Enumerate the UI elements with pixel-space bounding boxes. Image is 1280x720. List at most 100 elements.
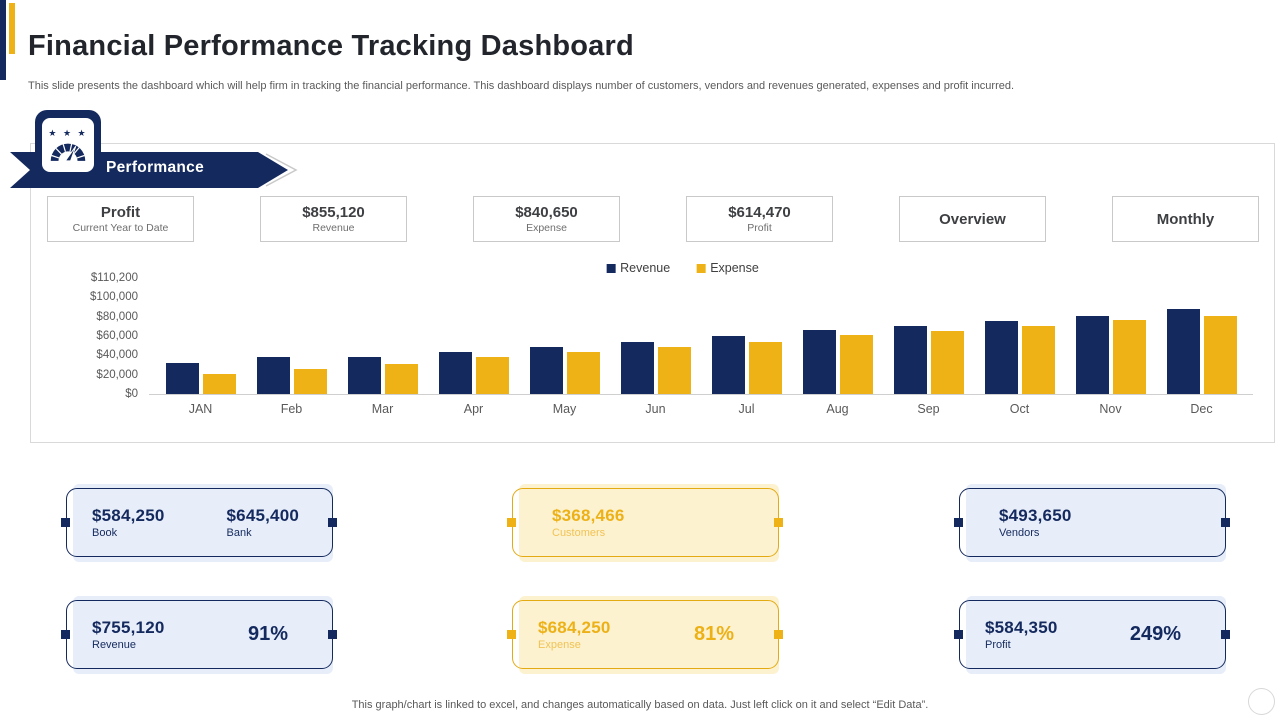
connector-handle-right (328, 518, 337, 527)
card-label: Book (92, 527, 118, 539)
card-percent: 81% (693, 623, 734, 645)
expense-bar-mar (384, 364, 418, 394)
y-tick-label: $0 (125, 388, 138, 401)
card-vendors: $493,650 Vendors (954, 484, 1230, 562)
footer-note: This graph/chart is linked to excel, and… (351, 699, 929, 711)
kpi-value: Overview (939, 210, 1006, 228)
connector-handle-left (507, 518, 516, 527)
card-content: $755,120 Revenue 91% (66, 600, 333, 669)
card-customers: $368,466 Customers (507, 484, 783, 562)
connector-handle-right (1221, 518, 1230, 527)
bar-chart-plot (149, 275, 1253, 395)
x-tick-label-nov: Nov (1099, 402, 1122, 416)
card-fill (519, 596, 779, 674)
expense-bar-feb (293, 368, 327, 394)
left-accent-bar-gold (9, 3, 15, 54)
kpi-row: Profit Current Year to Date $855,120 Revenu… (47, 196, 1260, 242)
kpi-label: Revenue (312, 222, 355, 234)
card-content: $493,650 Vendors (959, 488, 1226, 557)
bar-group-aug (792, 275, 883, 394)
card-item: $493,650 Vendors (999, 506, 1072, 539)
banner-label: Performance (105, 159, 205, 176)
legend-label: Expense (710, 261, 759, 275)
card-label: Expense (538, 639, 581, 651)
y-tick-label: $100,000 (90, 291, 138, 304)
bar-group-jul (701, 275, 792, 394)
kpi-label: Expense (526, 222, 567, 234)
x-axis-labels: JAN Feb Mar Apr May Jun Jul Aug Sep Oct Nov Dec (149, 402, 1253, 416)
expense-bar-aug (839, 335, 873, 394)
revenue-bar-aug (802, 330, 836, 394)
card-item: $584,350 Profit (985, 618, 1058, 651)
revenue-bar-apr (438, 352, 472, 394)
card-percent: 91% (247, 623, 288, 645)
bar-group-apr (428, 275, 519, 394)
card-revenue-percent: $755,120 Revenue 91% (61, 596, 337, 674)
kpi-label: Profit (747, 222, 772, 234)
expense-bar-sep (930, 331, 964, 394)
card-content: $368,466 Customers (512, 488, 779, 557)
card-label: Bank (226, 527, 252, 539)
expense-bar-oct (1021, 326, 1055, 394)
connector-handle-right (328, 630, 337, 639)
bar-group-jan (155, 275, 246, 394)
kpi-profit-current-year: Profit Current Year to Date (47, 196, 194, 242)
card-value: $645,400 (226, 506, 300, 525)
revenue-bar-jul (711, 335, 745, 394)
connector-handle-right (774, 518, 783, 527)
card-fill (966, 484, 1226, 562)
expense-bar-jul (748, 341, 782, 394)
card-label: Profit (985, 639, 1011, 651)
banner-chevron-outline (265, 153, 298, 187)
x-tick-label-jul: Jul (738, 402, 755, 416)
bar-group-may (519, 275, 610, 394)
bar-group-mar (337, 275, 428, 394)
revenue-bar-mar (347, 357, 381, 394)
gauge-icon: ★ ★ ★ (42, 118, 94, 172)
x-tick-label-jan: JAN (188, 402, 213, 416)
stars-icon: ★ ★ ★ (48, 128, 88, 138)
card-fill (519, 484, 779, 562)
card-item: $645,400 Bank (227, 506, 300, 539)
bar-group-sep (883, 275, 974, 394)
legend-item-expense: Expense (696, 261, 759, 275)
kpi-value: Monthly (1156, 210, 1215, 228)
view-toggle-monthly[interactable]: Monthly (1112, 196, 1259, 242)
view-toggle-overview[interactable]: Overview (899, 196, 1046, 242)
x-tick-label-may: May (552, 402, 577, 416)
connector-handle-right (1221, 630, 1230, 639)
connector-handle-left (954, 518, 963, 527)
page-title: Financial Performance Tracking Dashboard (28, 30, 634, 62)
card-fill (73, 484, 333, 562)
revenue-bar-oct (984, 320, 1018, 394)
connector-handle-left (954, 630, 963, 639)
x-tick-label-jun: Jun (645, 402, 666, 416)
card-value: $584,250 (92, 506, 165, 525)
revenue-bar-jan (165, 363, 199, 394)
left-accent-bar-navy (0, 0, 6, 80)
speedometer-icon (50, 143, 86, 162)
card-value: $368,466 (552, 506, 625, 525)
expense-bar-nov (1112, 319, 1146, 394)
bar-group-feb (246, 275, 337, 394)
connector-handle-right (774, 630, 783, 639)
bar-group-oct (974, 275, 1065, 394)
y-tick-label: $20,000 (96, 368, 138, 381)
dashboard-panel: Profit Current Year to Date $855,120 Revenu… (30, 143, 1275, 443)
bar-group-jun (610, 275, 701, 394)
kpi-expense: $840,650 Expense (473, 196, 620, 242)
kpi-label: Current Year to Date (72, 222, 169, 234)
x-tick-label-apr: Apr (463, 402, 484, 416)
decorative-circle (1248, 688, 1275, 715)
kpi-value: $840,650 (515, 204, 578, 221)
kpi-value: $614,470 (728, 204, 791, 221)
y-tick-label: $110,200 (90, 272, 138, 284)
card-percent: 249% (1129, 623, 1181, 645)
card-item: $368,466 Customers (552, 506, 625, 539)
card-label: Vendors (999, 527, 1040, 539)
legend-swatch-expense (696, 263, 706, 273)
expense-bar-jun (657, 346, 691, 394)
connector-handle-left (61, 630, 70, 639)
x-tick-label-oct: Oct (1009, 402, 1030, 416)
